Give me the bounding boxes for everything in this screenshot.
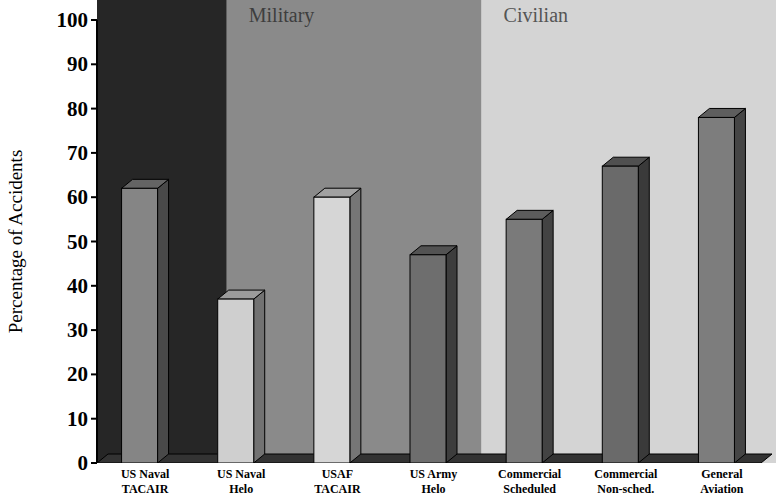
y-tick <box>91 285 97 287</box>
chart: Military Civilian 0 10 20 30 40 50 60 70 80 90 100 Pe… <box>0 0 776 504</box>
x-tick-label: US NavalTACAIR <box>121 467 170 496</box>
band-civilian <box>482 0 776 463</box>
y-tick <box>91 152 97 154</box>
bar-top <box>410 246 457 255</box>
bar-top <box>314 188 361 197</box>
bar-side <box>542 210 553 463</box>
label-line: General <box>701 467 743 481</box>
bar-top <box>698 108 745 117</box>
y-tick <box>91 373 97 375</box>
bars <box>97 108 772 463</box>
y-tick <box>91 241 97 243</box>
y-tick <box>91 329 97 331</box>
y-tick-label: 100 <box>57 8 89 32</box>
label-line: USAF <box>322 467 353 481</box>
bar-side <box>446 246 457 463</box>
bar <box>410 255 446 463</box>
y-tick <box>91 196 97 198</box>
bar-top <box>218 290 265 299</box>
y-tick-label: 50 <box>67 230 88 254</box>
x-tick-label: US ArmyHelo <box>410 467 458 496</box>
band-dark <box>97 0 227 463</box>
y-axis-title: Percentage of Accidents <box>5 150 26 334</box>
annotation: Civilian <box>504 4 568 26</box>
bar <box>314 197 350 463</box>
y-tick-label: 30 <box>67 318 88 342</box>
x-tick-label: CommercialScheduled <box>498 467 562 496</box>
bar-top <box>122 179 169 188</box>
y-tick-label: 0 <box>78 451 89 475</box>
annotation: Military <box>249 4 315 27</box>
y-tick-label: 90 <box>67 52 88 76</box>
bar <box>122 188 158 463</box>
label-line: US Naval <box>217 467 266 481</box>
y-tick-label: 70 <box>67 141 88 165</box>
y-tick <box>91 418 97 420</box>
bar-side <box>350 188 361 463</box>
y-tick-label: 60 <box>67 185 88 209</box>
bar-top <box>602 157 649 166</box>
label-line: Commercial <box>498 467 562 481</box>
label-line: US Army <box>410 467 458 481</box>
band-military <box>227 0 482 463</box>
bar-side <box>254 290 265 463</box>
x-tick-label: US NavalHelo <box>217 467 266 496</box>
y-tick <box>91 462 97 464</box>
y-tick <box>91 19 97 21</box>
y-tick-label: 10 <box>67 407 88 431</box>
y-tick-label: 20 <box>67 362 88 386</box>
x-tick-label: GeneralAviation <box>700 467 743 496</box>
x-tick-label: USAFTACAIR <box>314 467 361 496</box>
x-tick-label: CommercialNon-sched. <box>594 467 658 496</box>
label-line: TACAIR <box>122 482 169 496</box>
bar <box>602 166 638 463</box>
label-line: US Naval <box>121 467 170 481</box>
label-line: Helo <box>229 482 253 496</box>
y-tick <box>91 108 97 110</box>
bar-side <box>734 108 745 463</box>
bar-side <box>158 179 169 463</box>
bar <box>506 219 542 463</box>
bar <box>218 299 254 463</box>
bar-top <box>506 210 553 219</box>
y-tick-label: 80 <box>67 97 88 121</box>
y-tick <box>91 63 97 65</box>
label-line: TACAIR <box>314 482 361 496</box>
label-line: Helo <box>422 482 446 496</box>
bar-side <box>638 157 649 463</box>
bar <box>698 117 734 463</box>
label-line: Scheduled <box>503 482 556 496</box>
y-tick-label: 40 <box>67 274 88 298</box>
label-line: Aviation <box>700 482 743 496</box>
label-line: Non-sched. <box>597 482 654 496</box>
label-line: Commercial <box>594 467 658 481</box>
